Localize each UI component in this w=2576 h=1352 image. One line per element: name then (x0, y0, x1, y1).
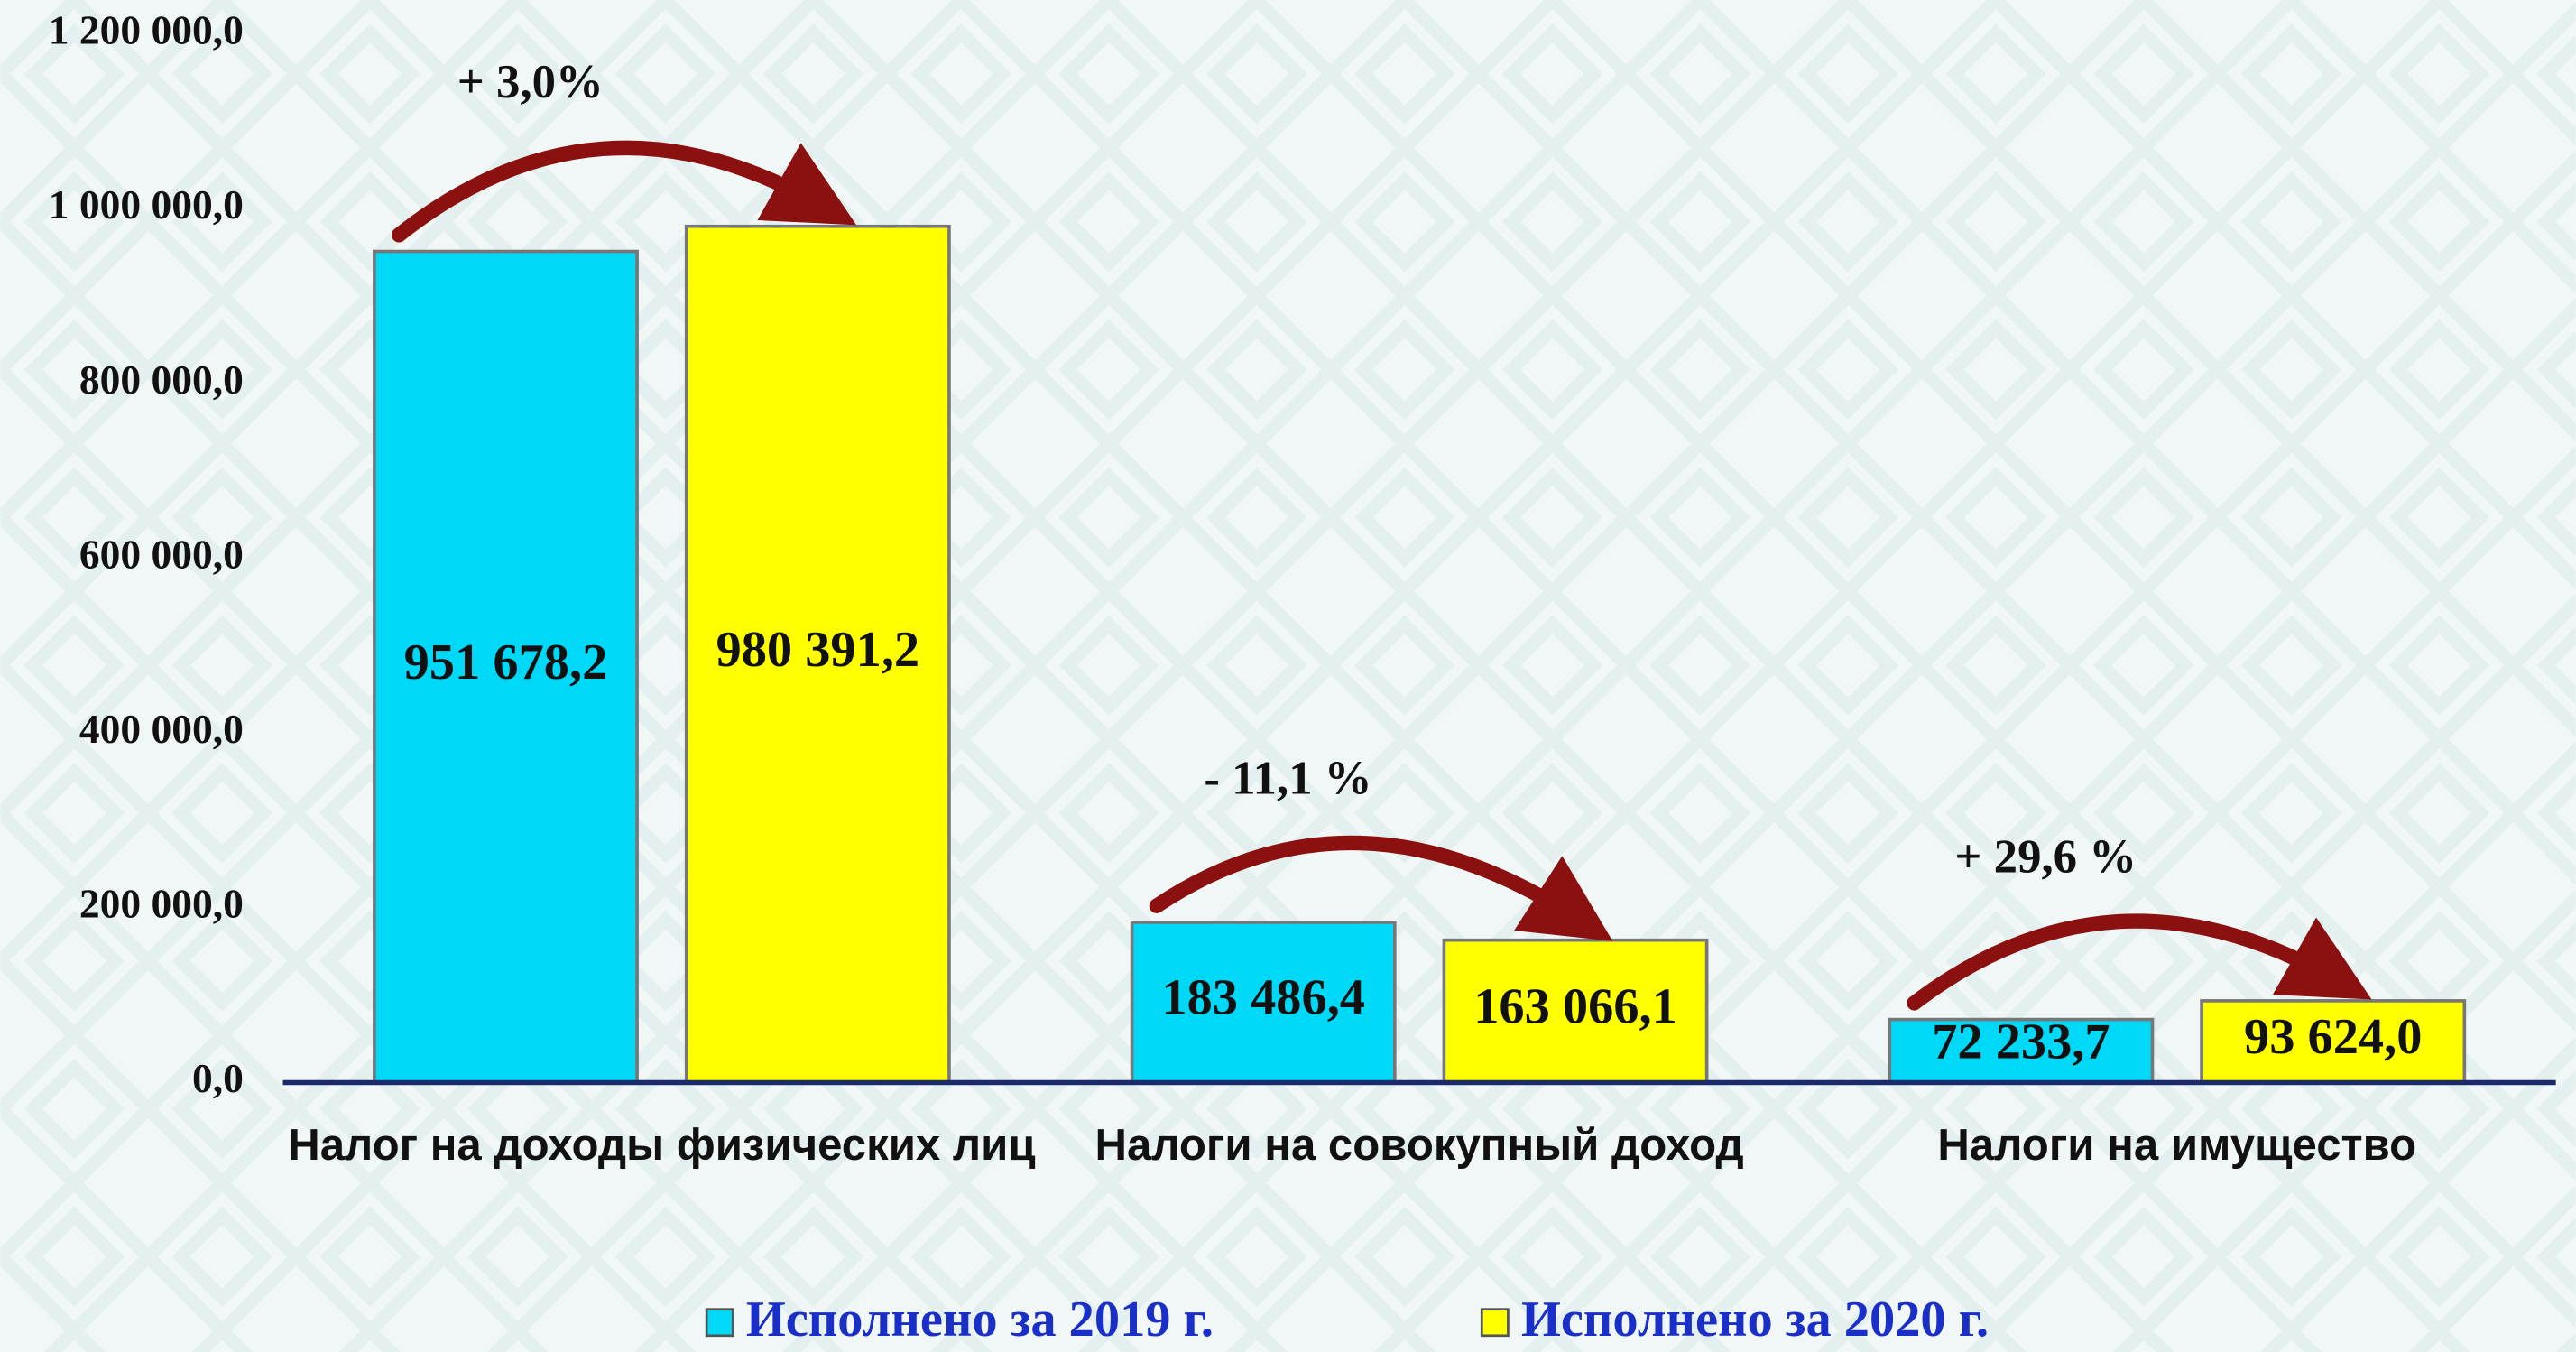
value-label: 951 678,2 (404, 634, 608, 690)
growth-arrow (1149, 835, 1613, 941)
value-label: 93 624,0 (2244, 1009, 2422, 1065)
bar (1888, 1017, 2155, 1085)
x-tick-label-box: Налог на доходы физических лиц (288, 1120, 1036, 1170)
y-tick-label: 0,0 (192, 1055, 244, 1101)
growth-arrow (1907, 913, 2372, 1011)
bar (1130, 921, 1397, 1085)
y-tick-label: 200 000,0 (79, 880, 244, 926)
bar (2200, 999, 2467, 1085)
annotation: + 3,0% (457, 56, 604, 108)
y-tick-label: 800 000,0 (79, 357, 244, 403)
x-tick-label-box: Налоги на совокупный доход (1094, 1120, 1744, 1170)
x-tick-label: Налог на доходы физических лиц (288, 1120, 1036, 1170)
bar (1442, 938, 1709, 1085)
value-label: 72 233,7 (1932, 1014, 2110, 1070)
value-label: 163 066,1 (1473, 979, 1677, 1035)
x-tick-label: Налоги на совокупный доход (1094, 1120, 1744, 1170)
y-tick-label: 600 000,0 (79, 531, 244, 577)
legend-swatch (1480, 1308, 1510, 1338)
value-label: 183 486,4 (1161, 970, 1365, 1026)
bar (684, 224, 951, 1085)
annotation: + 29,6 % (1954, 830, 2137, 883)
value-label: 980 391,2 (716, 622, 920, 678)
growth-arrow (391, 140, 857, 243)
legend-label: Исполнено за 2019 г. (746, 1292, 1214, 1347)
bar (373, 249, 639, 1085)
legend-swatch (705, 1308, 734, 1338)
y-tick-label: 1 000 000,0 (49, 181, 244, 227)
y-tick-label: 400 000,0 (79, 706, 244, 752)
x-tick-label: Налоги на имущество (1937, 1120, 2417, 1170)
annotation: - 11,1 % (1204, 752, 1371, 804)
x-tick-label-box: Налоги на имущество (1937, 1120, 2417, 1170)
legend-label: Исполнено за 2020 г. (1521, 1292, 1989, 1347)
y-tick-label: 1 200 000,0 (49, 7, 244, 53)
